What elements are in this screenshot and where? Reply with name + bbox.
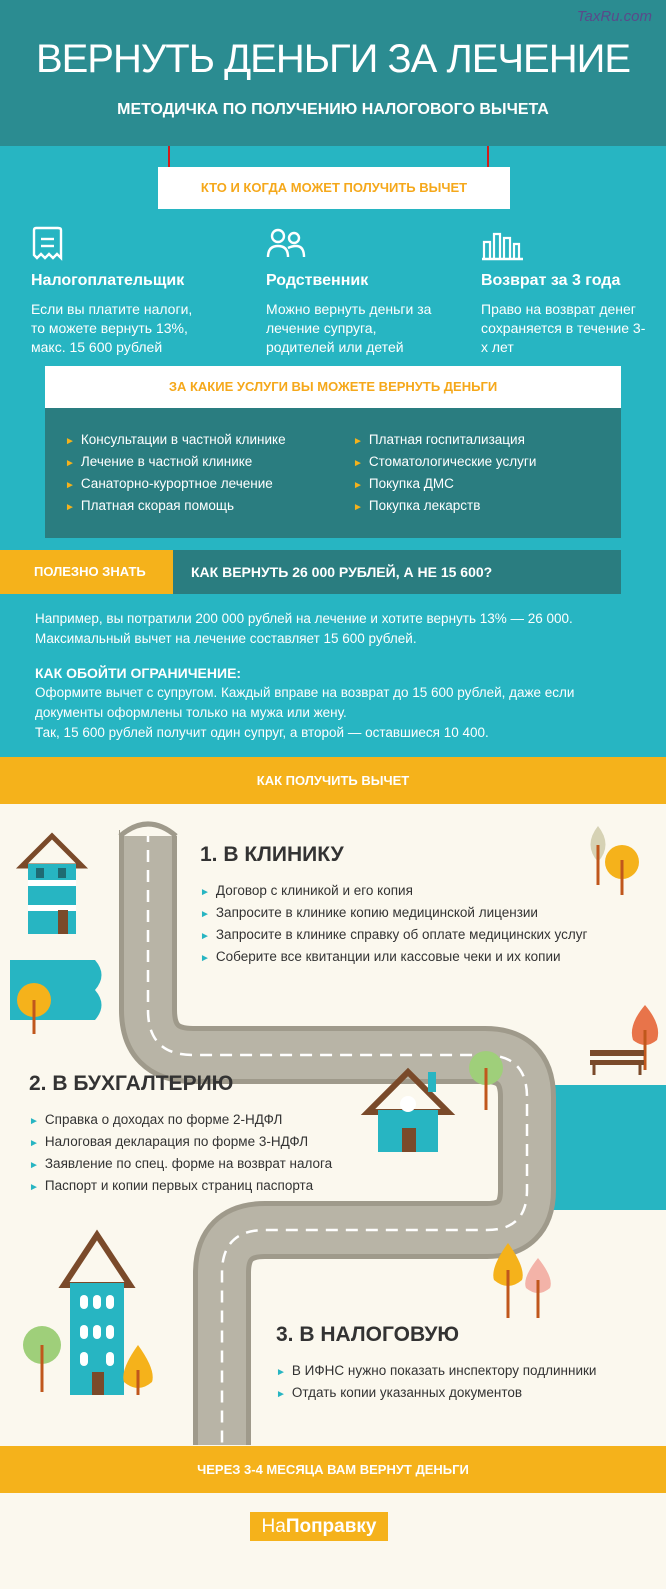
list-item: ► Лечение в частной клинике [65, 454, 253, 469]
list-item: ► Соберите все квитанции или кассовые чек… [200, 949, 561, 964]
list-item: ► Заявление по спец. форме на возврат нал… [29, 1156, 333, 1171]
house-icon [360, 1067, 456, 1152]
banner-string [487, 146, 489, 174]
list-item: ► Отдать копии указанных документов [276, 1385, 523, 1400]
bullet-arrow-icon: ► [65, 502, 75, 513]
list-item: ► Запросите в клинике справку об оплате м… [200, 927, 588, 942]
services-list-left: ► Консультации в частной клинике ► Лечение… [65, 430, 325, 518]
column-title: Налогоплательщик [31, 272, 185, 289]
bullet-arrow-icon: ► [65, 480, 75, 491]
services-heading: ЗА КАКИЕ УСЛУГИ ВЫ МОЖЕТЕ ВЕРНУТЬ ДЕНЬГИ [45, 366, 621, 408]
step-title: 3. В НАЛОГОВУЮ [276, 1323, 460, 1346]
column-title: Родственник [266, 272, 369, 289]
tree-icon [525, 1258, 551, 1318]
bench-icon [590, 1050, 644, 1075]
banner-string [168, 146, 170, 174]
tower-house-icon [58, 1229, 136, 1395]
tree-icon [590, 826, 606, 885]
receipt-icon [31, 226, 201, 266]
list-item: ► Покупка лекарств [353, 498, 481, 513]
bullet-arrow-icon: ► [353, 458, 363, 469]
step-clinic: 1. В КЛИНИКУ ► Договор с клиникой и его к… [200, 843, 640, 969]
pond [530, 1085, 666, 1210]
tree-icon [605, 845, 639, 895]
road-markings [146, 830, 529, 1445]
brand-logo[interactable]: НаПоправку [250, 1512, 388, 1541]
tip-title: КАК ВЕРНУТЬ 26 000 РУБЛЕЙ, А НЕ 15 600? [173, 550, 621, 594]
list-item: ► Консультации в частной клинике [65, 432, 286, 447]
tip-label: ПОЛЕЗНО ЗНАТЬ [0, 550, 173, 594]
bullet-arrow-icon: ► [65, 458, 75, 469]
step-title: 1. В КЛИНИКУ [200, 843, 344, 866]
tree-icon [493, 1243, 523, 1318]
final-band: ЧЕРЕЗ 3-4 МЕСЯЦА ВАМ ВЕРНУТ ДЕНЬГИ [0, 1446, 666, 1493]
tip-subheading: КАК ОБОЙТИ ОГРАНИЧЕНИЕ: [35, 665, 242, 681]
bullet-arrow-icon: ► [353, 436, 363, 447]
column-text: Право на возврат денег сохраняется в теч… [481, 301, 646, 355]
header [0, 0, 666, 146]
bullet-arrow-icon: ► [200, 953, 210, 964]
house-icon [15, 832, 89, 934]
list-item: ► Паспорт и копии первых страниц паспорта [29, 1178, 314, 1193]
column-text: Если вы платите налоги, то можете вернут… [31, 301, 193, 355]
bullet-arrow-icon: ► [29, 1160, 39, 1171]
page-title: ВЕРНУТЬ ДЕНЬГИ ЗА ЛЕЧЕНИЕ [35, 37, 631, 81]
tip-paragraph: Максимальный вычет на лечение составляет… [35, 631, 417, 646]
bullet-arrow-icon: ► [276, 1367, 286, 1378]
bullet-arrow-icon: ► [29, 1116, 39, 1127]
page-subtitle: МЕТОДИЧКА ПО ПОЛУЧЕНИЮ НАЛОГОВОГО ВЫЧЕТА [117, 101, 549, 118]
bullet-arrow-icon: ► [29, 1138, 39, 1149]
list-item: ► Платная госпитализация [353, 432, 525, 447]
road-illustration [10, 806, 666, 1445]
how-band: КАК ПОЛУЧИТЬ ВЫЧЕТ [0, 757, 666, 804]
column-text: Можно вернуть деньги за лечение супруга,… [266, 301, 432, 355]
bullet-arrow-icon: ► [200, 931, 210, 942]
who-column: Возврат за 3 года Право на возврат денег… [481, 226, 651, 357]
list-item: ► Стоматологические услуги [353, 454, 537, 469]
bullet-arrow-icon: ► [200, 909, 210, 920]
tip-body: Например, вы потратили 200 000 рублей на… [35, 609, 635, 743]
list-item: ► Договор с клиникой и его копия [200, 883, 413, 898]
bullet-arrow-icon: ► [353, 502, 363, 513]
who-column: Налогоплательщик Если вы платите налоги,… [31, 226, 201, 357]
tip-paragraph: Так, 15 600 рублей получит один супруг, … [35, 725, 489, 740]
people-icon [266, 226, 436, 266]
tip-paragraph: Оформите вычет с супругом. Каждый вправе… [35, 685, 575, 720]
watermark: TaxRu.com [576, 8, 652, 25]
bullet-arrow-icon: ► [29, 1182, 39, 1193]
list-item: ► Покупка ДМС [353, 476, 454, 491]
bullet-arrow-icon: ► [200, 887, 210, 898]
column-title: Возврат за 3 года [481, 272, 621, 289]
list-item: ► Санаторно-курортное лечение [65, 476, 273, 491]
who-column: Родственник Можно вернуть деньги за лече… [266, 226, 436, 357]
services-list-right: ► Платная госпитализация ► Стоматологическ… [353, 430, 613, 518]
bullet-arrow-icon: ► [65, 436, 75, 447]
tree-icon [631, 1005, 659, 1070]
tree-icon [17, 983, 51, 1034]
who-banner: КТО И КОГДА МОЖЕТ ПОЛУЧИТЬ ВЫЧЕТ [158, 167, 510, 209]
tree-icon [469, 1051, 503, 1110]
list-item: ► Справка о доходах по форме 2-НДФЛ [29, 1112, 283, 1127]
services-box: ► Консультации в частной клинике ► Лечение… [45, 408, 621, 538]
bullet-arrow-icon: ► [276, 1389, 286, 1400]
tree-icon [23, 1326, 61, 1392]
list-item: ► Платная скорая помощь [65, 498, 235, 513]
step-title: 2. В БУХГАЛТЕРИЮ [29, 1072, 234, 1095]
list-item: ► Налоговая декларация по форме 3-НДФЛ [29, 1134, 309, 1149]
list-item: ► В ИФНС нужно показать инспектору подлин… [276, 1363, 597, 1378]
tree-icon [123, 1345, 153, 1395]
bullet-arrow-icon: ► [353, 480, 363, 491]
tip-paragraph: Например, вы потратили 200 000 рублей на… [35, 611, 573, 626]
step-accounting: 2. В БУХГАЛТЕРИЮ ► Справка о доходах по ф… [29, 1072, 349, 1198]
step-tax-office: 3. В НАЛОГОВУЮ ► В ИФНС нужно показать ин… [276, 1323, 646, 1405]
list-item: ► Запросите в клинике копию медицинской л… [200, 905, 538, 920]
bar-chart-icon [481, 226, 651, 266]
